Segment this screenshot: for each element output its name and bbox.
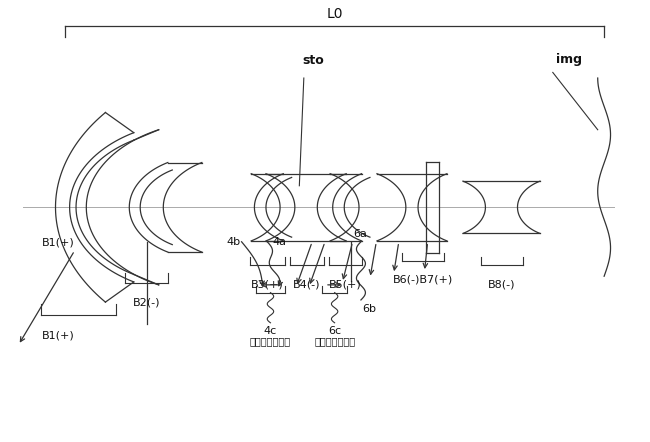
Text: sto: sto — [302, 54, 324, 67]
Text: B8(-): B8(-) — [488, 279, 515, 289]
Text: L0: L0 — [326, 7, 343, 21]
Text: （フォーカス）: （フォーカス） — [314, 336, 355, 346]
Text: B1(+): B1(+) — [42, 237, 75, 248]
Text: B3(+): B3(+) — [251, 279, 283, 289]
Text: 4c: 4c — [264, 326, 277, 336]
Text: 6b: 6b — [362, 304, 376, 314]
Text: B6(-)B7(+): B6(-)B7(+) — [393, 275, 452, 285]
Text: （フォーカス）: （フォーカス） — [250, 336, 291, 346]
Text: 4b: 4b — [227, 237, 241, 248]
Text: B4(-): B4(-) — [292, 279, 320, 289]
Text: B1(+): B1(+) — [42, 330, 75, 340]
Text: 6a: 6a — [353, 229, 367, 239]
Text: 4a: 4a — [272, 237, 287, 248]
Text: 6c: 6c — [328, 326, 341, 336]
Text: B5(+): B5(+) — [329, 279, 362, 289]
Text: img: img — [556, 53, 582, 66]
Text: B2(-): B2(-) — [133, 298, 161, 308]
